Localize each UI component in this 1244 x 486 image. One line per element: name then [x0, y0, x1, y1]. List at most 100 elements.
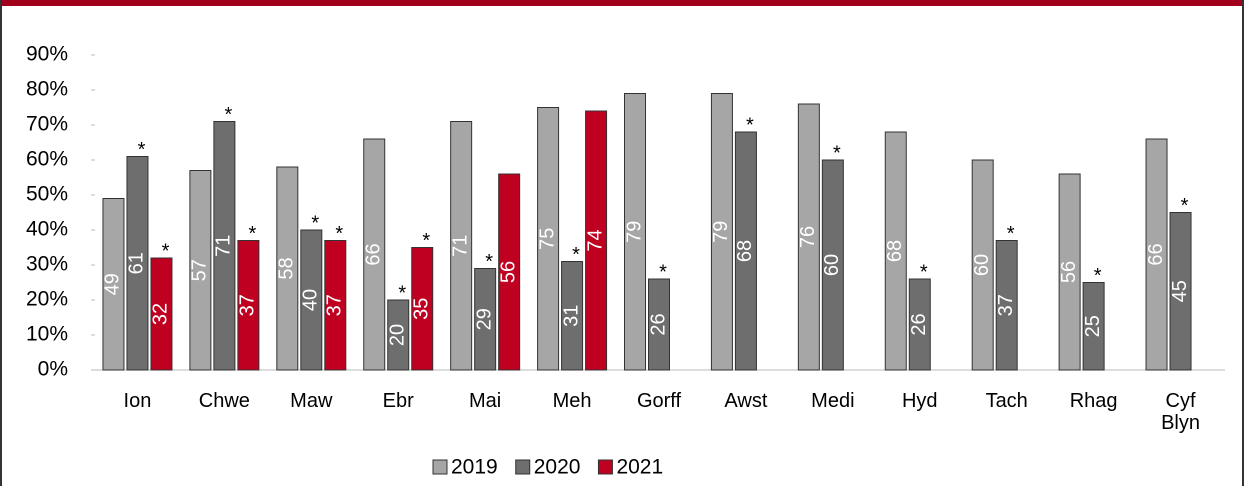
- bar: [324, 240, 347, 371]
- value-label: 35: [411, 298, 433, 320]
- bar: [537, 107, 560, 371]
- bar: [648, 278, 670, 371]
- bar: [450, 121, 473, 371]
- legend-label: 2021: [616, 456, 663, 479]
- bar: [1169, 212, 1192, 371]
- bar: [363, 138, 386, 371]
- y-tick-label: 40%: [26, 218, 68, 241]
- value-note: *: [335, 223, 343, 245]
- value-label: 79: [623, 221, 645, 243]
- x-tick-label: Medi: [811, 390, 855, 412]
- legend-swatch: [597, 459, 613, 475]
- y-tick-label: 70%: [26, 113, 68, 136]
- value-note: *: [224, 104, 232, 126]
- bar: [821, 159, 844, 371]
- value-label: 76: [797, 226, 819, 248]
- bar: [1058, 173, 1081, 371]
- legend-label: 2019: [451, 456, 498, 479]
- bar: [474, 268, 497, 371]
- value-note: *: [1007, 223, 1015, 245]
- value-label: 75: [536, 228, 558, 250]
- value-label: 79: [710, 221, 732, 243]
- value-label: 74: [584, 229, 606, 251]
- legend-swatch: [515, 459, 531, 475]
- value-label: 26: [908, 313, 930, 335]
- value-label: 68: [734, 240, 756, 262]
- x-tick-label: Cyf Blyn: [1161, 390, 1200, 434]
- bar: [411, 247, 434, 371]
- value-label: 56: [1058, 261, 1080, 283]
- value-label: 71: [449, 235, 471, 257]
- value-label: 25: [1082, 315, 1104, 337]
- value-label: 29: [473, 308, 495, 330]
- value-label: 56: [497, 261, 519, 283]
- value-note: *: [398, 282, 406, 304]
- bar: [276, 166, 299, 371]
- x-tick-label: Rhag: [1069, 390, 1118, 412]
- value-note: *: [311, 212, 319, 234]
- value-label: 61: [126, 252, 148, 274]
- value-label: 57: [189, 259, 211, 281]
- value-note: *: [920, 261, 928, 283]
- bar: [797, 103, 820, 371]
- value-label: 60: [971, 254, 993, 276]
- value-label: 37: [237, 294, 259, 316]
- y-tick-label: 50%: [26, 183, 68, 206]
- bar: [561, 261, 584, 371]
- x-tick-label: Awst: [724, 390, 768, 412]
- bar: [624, 93, 646, 371]
- bar: [884, 131, 907, 371]
- x-tick-label: Tach: [985, 390, 1028, 412]
- bar: [1145, 138, 1168, 371]
- bar: [150, 257, 173, 371]
- bar: [585, 110, 608, 371]
- legend-label: 2020: [534, 456, 581, 479]
- bar: [189, 170, 212, 371]
- y-tick-label: 60%: [26, 148, 68, 171]
- value-label: 66: [363, 243, 385, 265]
- value-label: 49: [102, 273, 124, 295]
- value-note: *: [572, 244, 580, 266]
- bar: [971, 159, 994, 371]
- bar: [710, 93, 733, 371]
- value-label: 71: [213, 235, 235, 257]
- value-label: 26: [647, 313, 669, 335]
- value-note: *: [833, 142, 841, 164]
- x-tick-label: Ebr: [382, 390, 414, 412]
- legend-swatch: [432, 459, 448, 475]
- y-tick-label: 80%: [26, 78, 68, 101]
- value-note: *: [485, 251, 493, 273]
- value-label: 45: [1169, 280, 1191, 302]
- y-tick-label: 10%: [26, 323, 68, 346]
- value-note: *: [162, 240, 170, 262]
- x-tick-label: Ion: [123, 390, 152, 412]
- bar: [734, 131, 757, 371]
- y-tick-label: 90%: [26, 43, 68, 66]
- bar: [995, 240, 1018, 371]
- value-note: *: [248, 223, 256, 245]
- x-tick-label: Maw: [290, 390, 333, 412]
- x-tick-label: Chwe: [198, 390, 250, 412]
- bar: [126, 156, 149, 371]
- value-note: *: [1181, 195, 1189, 217]
- bar: [1082, 282, 1105, 371]
- bar: [498, 173, 521, 371]
- value-label: 68: [884, 240, 906, 262]
- value-label: 37: [995, 294, 1017, 316]
- value-label: 66: [1145, 243, 1167, 265]
- x-tick-label: Hyd: [901, 390, 938, 412]
- x-tick-label: Meh: [552, 390, 592, 412]
- bar: [213, 121, 236, 371]
- bar: [387, 299, 410, 371]
- y-tick-label: 0%: [38, 358, 68, 381]
- bar: [102, 198, 125, 371]
- value-note: *: [659, 261, 667, 283]
- value-note: *: [1094, 265, 1102, 287]
- value-label: 31: [560, 305, 582, 327]
- value-note: *: [746, 114, 754, 136]
- value-label: 20: [387, 324, 409, 346]
- value-label: 60: [821, 254, 843, 276]
- value-note: *: [422, 230, 430, 252]
